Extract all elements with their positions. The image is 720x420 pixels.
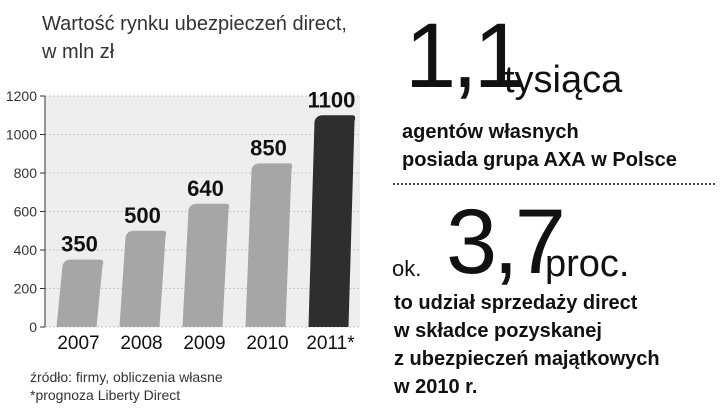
dotted-divider xyxy=(393,183,715,185)
source-note: źródło: firmy, obliczenia własne *progno… xyxy=(30,368,223,404)
data-label: 640 xyxy=(187,176,224,201)
y-tick-label: 400 xyxy=(14,242,38,258)
chart-title: Wartość rynku ubezpieczeń direct, w mln … xyxy=(42,10,372,66)
share-desc-line-1: to udział sprzedaży direct xyxy=(394,292,638,314)
agents-desc-line-1: agentów własnych xyxy=(402,121,579,143)
y-tick-label: 0 xyxy=(29,319,37,335)
y-tick-label: 600 xyxy=(14,204,38,220)
bar xyxy=(119,230,167,327)
agents-number: 1,1 xyxy=(405,5,525,107)
share-desc-line-2: w składce pozyskanej xyxy=(394,320,602,342)
agents-desc-company: grupa AXA xyxy=(483,149,586,171)
bar xyxy=(245,163,293,327)
data-label: 1100 xyxy=(308,87,356,112)
share-desc-line-3: z ubezpieczeń majątkowych xyxy=(394,348,660,370)
share-unit: proc. xyxy=(545,243,630,285)
share-description: to udział sprzedaży direct w składce poz… xyxy=(394,289,660,401)
bar xyxy=(308,115,356,327)
data-label: 350 xyxy=(61,232,98,257)
agents-description: agentów własnych posiada grupa AXA w Pol… xyxy=(402,118,677,174)
bar-chart: 0 200 400 600 800 1000 1200 350 2007 500 2008 640 20… xyxy=(6,87,360,354)
source-line: źródło: firmy, obliczenia własne xyxy=(30,369,223,385)
forecast-note: *prognoza Liberty Direct xyxy=(30,387,181,403)
y-tick-label: 800 xyxy=(14,165,38,181)
x-tick-label: 2011* xyxy=(306,333,355,354)
x-tick-label: 2010 xyxy=(246,333,288,354)
agents-desc-line-2: posiada grupa AXA w Polsce xyxy=(402,146,677,174)
data-label: 850 xyxy=(250,135,287,160)
y-tick-label: 1200 xyxy=(6,88,37,104)
chart-title-line-2: w mln zł xyxy=(42,41,115,63)
share-desc-line-4: w 2010 r. xyxy=(394,376,478,398)
share-number: 3,7 xyxy=(446,191,566,293)
x-tick-label: 2007 xyxy=(57,333,99,354)
bar xyxy=(56,259,104,327)
share-prefix: ok. xyxy=(392,256,422,281)
agents-unit: tysiąca xyxy=(504,59,623,101)
y-tick-label: 200 xyxy=(14,281,38,297)
data-label: 500 xyxy=(124,203,161,228)
bar xyxy=(182,203,230,327)
agents-desc-suffix: w Polsce xyxy=(585,149,677,171)
x-tick-label: 2008 xyxy=(120,333,162,354)
x-tick-label: 2009 xyxy=(183,333,225,354)
agents-desc-prefix: posiada xyxy=(402,149,484,171)
y-tick-label: 1000 xyxy=(6,127,37,143)
chart-title-line-1: Wartość rynku ubezpieczeń direct, xyxy=(42,13,347,35)
